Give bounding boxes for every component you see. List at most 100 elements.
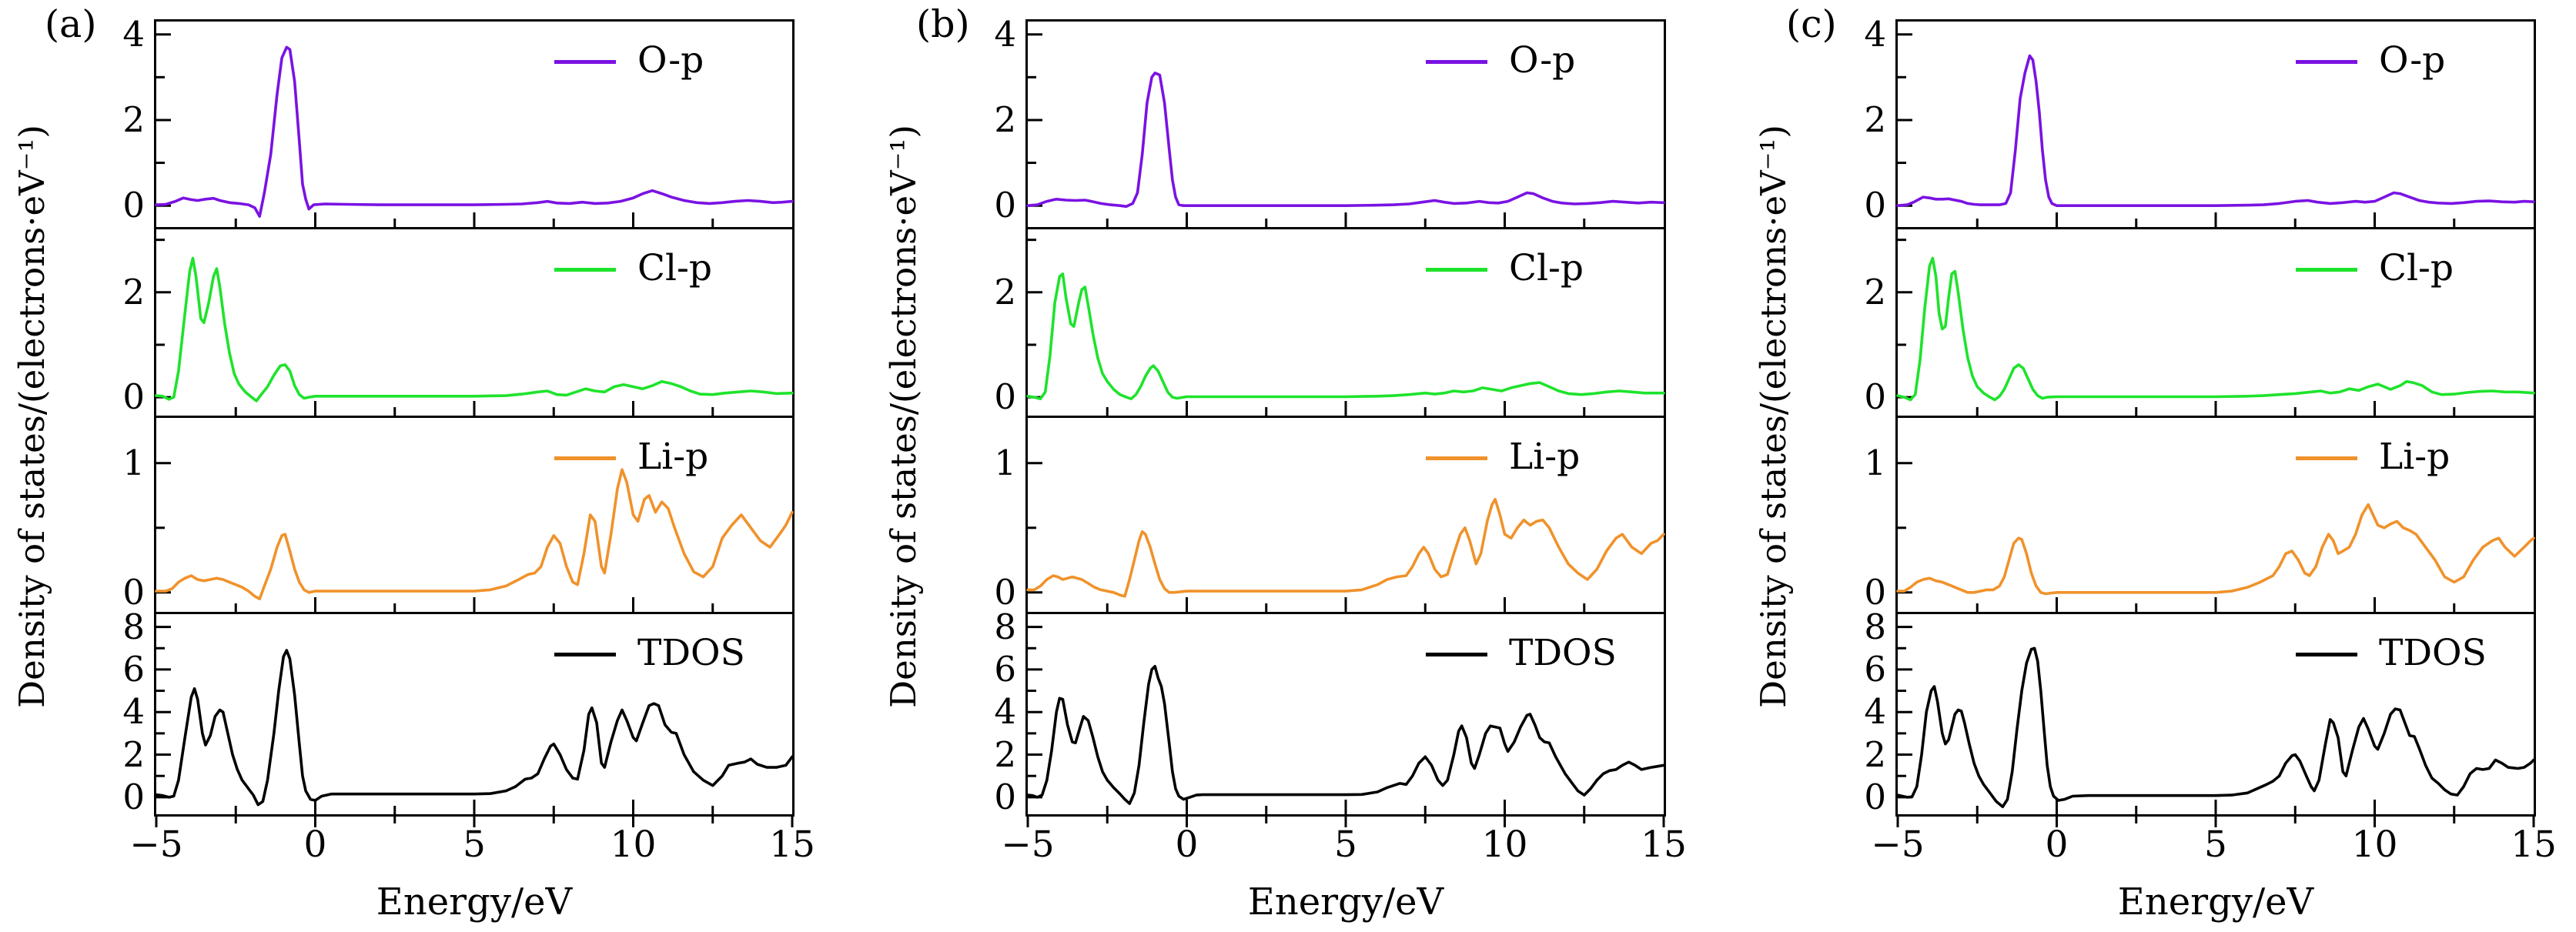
ytick-label: 2 bbox=[122, 733, 145, 775]
legend-line-cl-p bbox=[554, 268, 616, 272]
ytick-label: 0 bbox=[994, 571, 1016, 613]
dos-plot-o-p bbox=[1026, 33, 1665, 227]
dos-plot-tdos bbox=[155, 626, 794, 814]
panel-label: (a) bbox=[45, 2, 97, 46]
ytick-label: 0 bbox=[994, 776, 1016, 817]
xtick-label: 15 bbox=[769, 823, 815, 866]
xtick-label: 5 bbox=[463, 823, 486, 866]
ytick-label: 8 bbox=[994, 606, 1016, 647]
dos-curve-tdos bbox=[1896, 646, 2535, 809]
ytick-label: 0 bbox=[122, 776, 145, 817]
legend-line-li-p bbox=[554, 456, 616, 460]
ytick-label: 0 bbox=[1864, 185, 1886, 226]
ytick-label: 2 bbox=[122, 271, 145, 312]
dos-plot-o-p bbox=[155, 33, 794, 227]
dos-plot-cl-p bbox=[155, 239, 794, 416]
legend-line-cl-p bbox=[1426, 268, 1487, 272]
dos-plot-cl-p bbox=[1026, 239, 1665, 416]
x-ticks bbox=[1975, 401, 2456, 416]
subplot-frame-TDOS bbox=[1025, 612, 1666, 817]
dos-plot-cl-p bbox=[1896, 239, 2535, 416]
legend-line-li-p bbox=[2296, 456, 2357, 460]
legend-label: O-p bbox=[637, 39, 704, 82]
ytick-label: 1 bbox=[122, 442, 145, 483]
legend-line-tdos bbox=[1426, 653, 1487, 656]
legend-line-o-p bbox=[1426, 60, 1487, 64]
dos-curve-li-p bbox=[155, 468, 794, 600]
xtick-label: 10 bbox=[1481, 823, 1528, 866]
legend-label: O-p bbox=[2379, 39, 2446, 82]
dos-plot-o-p bbox=[1896, 33, 2535, 227]
x-ticks bbox=[1106, 597, 1586, 612]
ytick-label: 1 bbox=[994, 442, 1016, 483]
xtick-label: 10 bbox=[2351, 823, 2398, 866]
dos-curve-o-p bbox=[155, 45, 794, 218]
panel-label: (c) bbox=[1786, 2, 1837, 46]
dos-plot-li-p bbox=[1026, 462, 1665, 612]
legend-line-cl-p bbox=[2296, 268, 2357, 272]
xtick-label: −5 bbox=[129, 823, 183, 866]
dos-curve-o-p bbox=[1896, 54, 2535, 207]
ytick-label: 2 bbox=[994, 271, 1016, 312]
ytick-label: 0 bbox=[1864, 571, 1886, 613]
xtick-label: 0 bbox=[303, 823, 327, 866]
y-ticks bbox=[1898, 239, 1912, 399]
x-axis-title: Energy/eV bbox=[1247, 880, 1444, 924]
ytick-label: 2 bbox=[1864, 733, 1886, 775]
x-axis-title: Energy/eV bbox=[2117, 880, 2314, 924]
ytick-label: 4 bbox=[1864, 13, 1886, 55]
ytick-label: 2 bbox=[994, 99, 1016, 140]
dos-plot-tdos bbox=[1026, 626, 1665, 814]
dos-curve-cl-p bbox=[155, 256, 794, 403]
dos-curve-cl-p bbox=[1896, 256, 2535, 402]
legend-line-o-p bbox=[2296, 60, 2357, 64]
x-ticks bbox=[1975, 800, 2456, 814]
y-axis-label: Density of states/(electrons·eV⁻¹) bbox=[1753, 125, 1794, 708]
subplot-frame-TDOS bbox=[154, 612, 795, 817]
x-axis-outer-ticks bbox=[155, 817, 794, 827]
ytick-label: 2 bbox=[1864, 99, 1886, 140]
ytick-label: 2 bbox=[1864, 271, 1886, 312]
ytick-label: 4 bbox=[1864, 691, 1886, 733]
dos-plot-tdos bbox=[1896, 626, 2535, 814]
ytick-label: 4 bbox=[994, 691, 1016, 733]
legend-label: Cl-p bbox=[2379, 247, 2454, 289]
legend-label: TDOS bbox=[1509, 632, 1617, 674]
y-ticks bbox=[156, 239, 171, 399]
ytick-label: 0 bbox=[994, 376, 1016, 418]
ytick-label: 0 bbox=[1864, 776, 1886, 817]
y-ticks bbox=[156, 33, 171, 207]
y-ticks bbox=[1898, 462, 1912, 594]
dos-curve-o-p bbox=[1026, 72, 1665, 209]
y-ticks bbox=[1028, 626, 1042, 799]
ytick-label: 0 bbox=[1864, 376, 1886, 418]
panel-label: (b) bbox=[916, 2, 970, 46]
legend-label: Cl-p bbox=[637, 247, 712, 289]
x-axis-outer-ticks bbox=[1026, 817, 1665, 827]
ytick-label: 0 bbox=[994, 185, 1016, 226]
x-ticks bbox=[1106, 212, 1586, 227]
x-ticks bbox=[1106, 800, 1586, 814]
x-ticks bbox=[1975, 597, 2456, 612]
ytick-label: 8 bbox=[122, 606, 145, 647]
dos-curve-li-p bbox=[1896, 503, 2535, 596]
x-axis-title: Energy/eV bbox=[376, 880, 573, 924]
x-ticks bbox=[1975, 212, 2456, 227]
legend-line-tdos bbox=[554, 653, 616, 656]
ytick-label: 4 bbox=[994, 13, 1016, 55]
legend-line-o-p bbox=[554, 60, 616, 64]
ytick-label: 6 bbox=[122, 648, 145, 690]
xtick-label: 5 bbox=[1334, 823, 1357, 866]
ytick-label: 4 bbox=[122, 13, 145, 55]
x-ticks bbox=[234, 212, 714, 227]
legend-label: O-p bbox=[1509, 39, 1576, 82]
legend-label: Cl-p bbox=[1509, 247, 1584, 289]
subplot-frame-TDOS bbox=[1895, 612, 2536, 817]
dos-curve-tdos bbox=[155, 649, 794, 807]
y-ticks bbox=[1898, 33, 1912, 207]
ytick-label: 6 bbox=[1864, 648, 1886, 690]
x-ticks bbox=[234, 401, 714, 416]
xtick-label: 0 bbox=[2045, 823, 2069, 866]
ytick-label: 0 bbox=[122, 571, 145, 613]
